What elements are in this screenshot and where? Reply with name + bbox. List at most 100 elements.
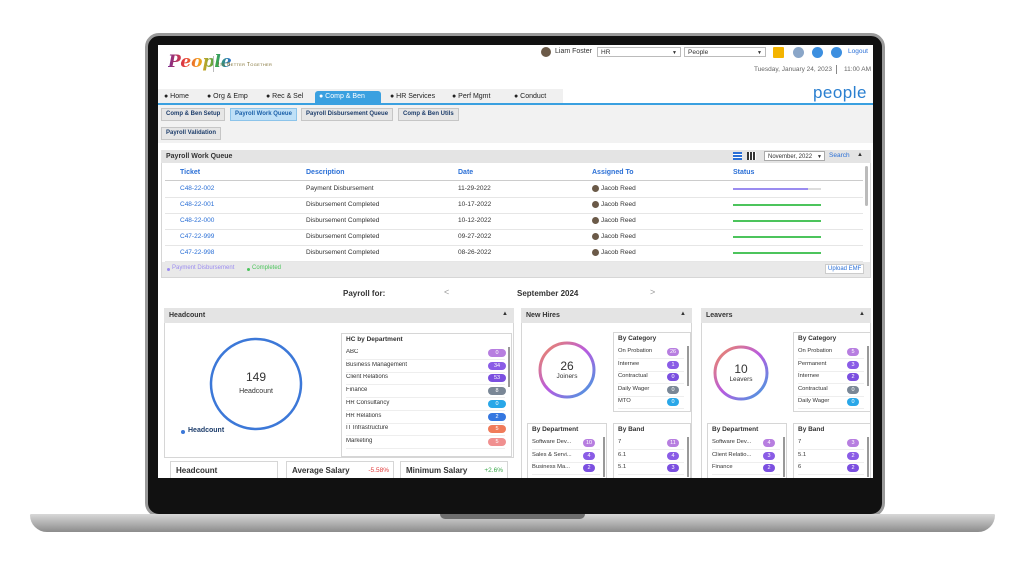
item-rule [618, 358, 684, 359]
list-view-icon[interactable] [733, 152, 742, 160]
subnav-tab[interactable]: Comp & Ben Utils [398, 108, 459, 121]
dropdown-caret: ▼ [817, 154, 822, 160]
screen: People Its Better Together Liam Foster HR ▼ P… [158, 45, 873, 478]
nav-tab[interactable]: ● HR Services [390, 93, 436, 100]
nav-tab[interactable]: ● Org & Emp [207, 93, 248, 100]
nav-tab[interactable]: ● Comp & Ben [315, 91, 381, 103]
count-badge: 2 [763, 464, 775, 472]
list-item: On Probation [618, 348, 653, 354]
headcount-total-label: Headcount [239, 388, 273, 395]
subnav-tab[interactable]: Payroll Work Queue [230, 108, 297, 121]
list-item: 5.1 [798, 451, 807, 458]
header-icon[interactable] [773, 47, 784, 58]
status-bar [733, 252, 821, 254]
list-item: MTO [618, 398, 631, 404]
kpi-change: +2.6% [484, 467, 503, 474]
assignee: Jacob Reed [601, 217, 636, 224]
month-select[interactable]: November, 2022 ▼ [764, 151, 825, 161]
headcount-ring [209, 337, 303, 431]
count-badge: 5 [488, 437, 506, 446]
kpi-title: Minimum Salary [406, 466, 468, 475]
legend-bar [162, 262, 870, 277]
header-icon[interactable] [812, 47, 823, 58]
ring [713, 345, 769, 401]
header-icon[interactable] [831, 47, 842, 58]
upload-button[interactable]: Upload EMF [825, 264, 865, 274]
dropdown-caret: ▼ [757, 50, 762, 56]
list-item: ABC [346, 349, 359, 355]
ticket-link[interactable]: C48-22-000 [180, 217, 215, 224]
subnav-tab[interactable]: Comp & Ben Setup [161, 108, 226, 121]
status-bar [733, 204, 821, 206]
item-rule [798, 408, 864, 409]
list-item: Software Dev... [712, 439, 752, 445]
brand: people [812, 83, 867, 102]
list-item: Finance [712, 464, 733, 470]
item-rule [798, 449, 864, 450]
list-item: Sales & Servi... [532, 451, 572, 458]
item-rule [618, 408, 684, 409]
logo: People [168, 52, 232, 72]
column-header: Ticket [180, 169, 201, 176]
subnav-tab[interactable]: Payroll Disbursement Queue [301, 108, 394, 121]
module-select[interactable]: People ▼ [684, 47, 766, 57]
list-scrollbar [867, 437, 869, 477]
item-rule [346, 435, 505, 437]
item-rule [798, 383, 864, 384]
assignee: Jacob Reed [601, 233, 636, 240]
status-bar [733, 236, 821, 238]
count-badge: 0 [847, 398, 859, 406]
logout-link[interactable]: Logout [848, 48, 868, 55]
header-rule [165, 180, 863, 181]
nav-tab[interactable]: ● Conduct [514, 93, 547, 100]
queue-header: Payroll Work Queue [161, 150, 871, 163]
list-item: Daily Wager [618, 385, 650, 392]
item-rule [798, 358, 864, 359]
period-label: Payroll for: [343, 289, 386, 298]
list-item: Permanent [798, 360, 827, 367]
nav-tab[interactable]: ● Perf Mgmt [452, 93, 491, 100]
row-rule [165, 261, 863, 262]
nav-tab[interactable]: ● Home [164, 93, 189, 100]
collapse-caret: ▲ [502, 311, 508, 317]
list-item: Business Management [346, 361, 408, 368]
kpi-title: Average Salary [292, 466, 350, 475]
kpi-title: Headcount [176, 466, 218, 475]
nav-tab[interactable]: ● Rec & Sel [266, 93, 304, 100]
list-title: By Category [798, 335, 837, 342]
total-label: Joiners [556, 373, 578, 380]
count-badge: 2 [847, 373, 859, 381]
ticket-link[interactable]: C47-22-998 [180, 249, 215, 256]
ticket-link[interactable]: C48-22-001 [180, 201, 215, 208]
column-header: Status [733, 169, 755, 176]
count-badge: 0 [488, 399, 506, 408]
new-hires-ring [538, 341, 596, 399]
item-rule [346, 422, 505, 424]
description: Disbursement Completed [306, 233, 380, 240]
subnav-tab[interactable]: Payroll Validation [161, 127, 222, 140]
list-item: HR Relations [346, 412, 382, 419]
total: 26 [560, 359, 574, 373]
date-divider [836, 65, 837, 74]
collapse-caret: ▲ [859, 311, 865, 317]
header-icon[interactable] [793, 47, 804, 58]
count-badge: 0 [667, 398, 679, 406]
next-arrow[interactable]: > [650, 287, 656, 297]
count-badge: 53 [488, 374, 506, 383]
count-badge: 5 [488, 425, 506, 434]
grid-view-icon[interactable] [747, 152, 756, 160]
role-select[interactable]: HR ▼ [597, 47, 681, 57]
assignee-avatar [592, 185, 599, 192]
list-item: Client Relatio... [712, 451, 752, 458]
item-rule [346, 371, 505, 373]
search-button[interactable]: Search [829, 152, 850, 159]
collapse-caret: ▲ [857, 152, 863, 158]
headcount-total: 149 [245, 370, 267, 384]
count-badge: 0 [667, 385, 679, 394]
prev-arrow[interactable]: < [444, 287, 450, 297]
item-rule [618, 395, 684, 397]
status-bar [733, 188, 808, 190]
ticket-link[interactable]: C48-22-002 [180, 185, 215, 192]
ticket-link[interactable]: C47-22-999 [180, 233, 215, 240]
legend-label: Completed [252, 265, 282, 271]
